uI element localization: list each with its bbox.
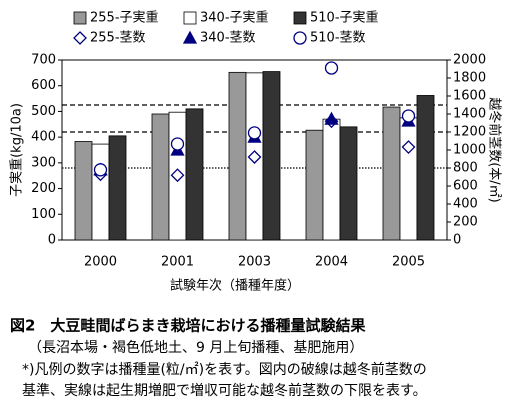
bar: [339, 126, 358, 241]
y-tick-label: 500: [31, 104, 56, 119]
legend-marker: [182, 30, 198, 44]
y-axis-label: 子実重(kg/10a): [9, 103, 25, 197]
caption: 基準、実線は起生期増肥で増収可能な越冬前茎数の下限を表す。: [22, 382, 427, 399]
bar: [185, 108, 204, 241]
legend-label: 510-茎数: [310, 31, 366, 46]
legend-label: 255-子実重: [90, 10, 159, 26]
y-tick-label: 300: [31, 155, 56, 170]
legend-swatch: [73, 11, 87, 25]
y-tick-label: 100: [31, 207, 56, 222]
legend-label: 340-茎数: [200, 31, 256, 46]
legend-label: 510-子実重: [310, 10, 379, 26]
y-tick-label: 600: [31, 78, 56, 93]
y2-tick-label: 800: [453, 161, 478, 176]
bar: [305, 129, 324, 241]
bar: [382, 106, 401, 241]
caption: *)凡例の数字は播種量(粒/㎡)を表す。図内の破線は越冬前茎数の: [22, 361, 427, 378]
bar: [399, 117, 418, 241]
point: [401, 109, 416, 123]
x-tick-label: 2003: [238, 255, 271, 270]
y2-tick-label: 0: [453, 233, 461, 248]
bar: [322, 118, 341, 241]
y-tick-label: 400: [31, 130, 56, 145]
y2-tick-label: 1200: [453, 125, 486, 140]
y2-tick-label: 2000: [453, 53, 486, 68]
y2-tick-label: 1600: [453, 89, 486, 104]
point: [170, 137, 185, 151]
bar: [108, 135, 127, 241]
x-tick-label: 2001: [161, 255, 194, 270]
caption: （長沼本場・褐色低地土、9 月上旬播種、基肥施用）: [28, 339, 363, 356]
y2-tick-label: 200: [453, 215, 478, 230]
point: [247, 150, 262, 164]
y2-axis-label: 越冬前茎数(本/㎡): [487, 97, 503, 203]
bar: [91, 143, 110, 241]
legend-swatch: [293, 11, 307, 25]
y-tick-label: 0: [48, 233, 56, 248]
bar: [151, 113, 170, 241]
legend-label: 255-茎数: [90, 31, 146, 46]
bar: [74, 141, 93, 241]
point: [247, 126, 262, 140]
legend-swatch: [183, 11, 197, 25]
y2-tick-label: 1000: [453, 143, 486, 158]
point: [324, 61, 339, 75]
x-tick-label: 2005: [392, 255, 425, 270]
y-tick-label: 700: [31, 53, 56, 68]
x-axis-label: 試験年次（播種年度）: [170, 278, 300, 294]
bar: [228, 71, 247, 241]
point: [324, 111, 339, 125]
x-tick-label: 2000: [84, 255, 117, 270]
bar: [262, 71, 281, 241]
y-tick-label: 200: [31, 181, 56, 196]
y2-tick-label: 600: [453, 179, 478, 194]
point: [401, 140, 416, 154]
caption: 図2 大豆畦間ばらまき栽培における播種量試験結果: [10, 317, 366, 335]
legend-marker: [73, 31, 87, 45]
x-tick-label: 2004: [315, 255, 348, 270]
point: [170, 168, 185, 183]
bar: [416, 95, 435, 241]
y2-tick-label: 1400: [453, 107, 486, 122]
legend-label: 340-子実重: [200, 10, 269, 26]
point: [93, 163, 108, 177]
y2-tick-label: 1800: [453, 71, 486, 86]
y2-tick-label: 400: [453, 197, 478, 212]
legend-marker: [293, 31, 307, 45]
